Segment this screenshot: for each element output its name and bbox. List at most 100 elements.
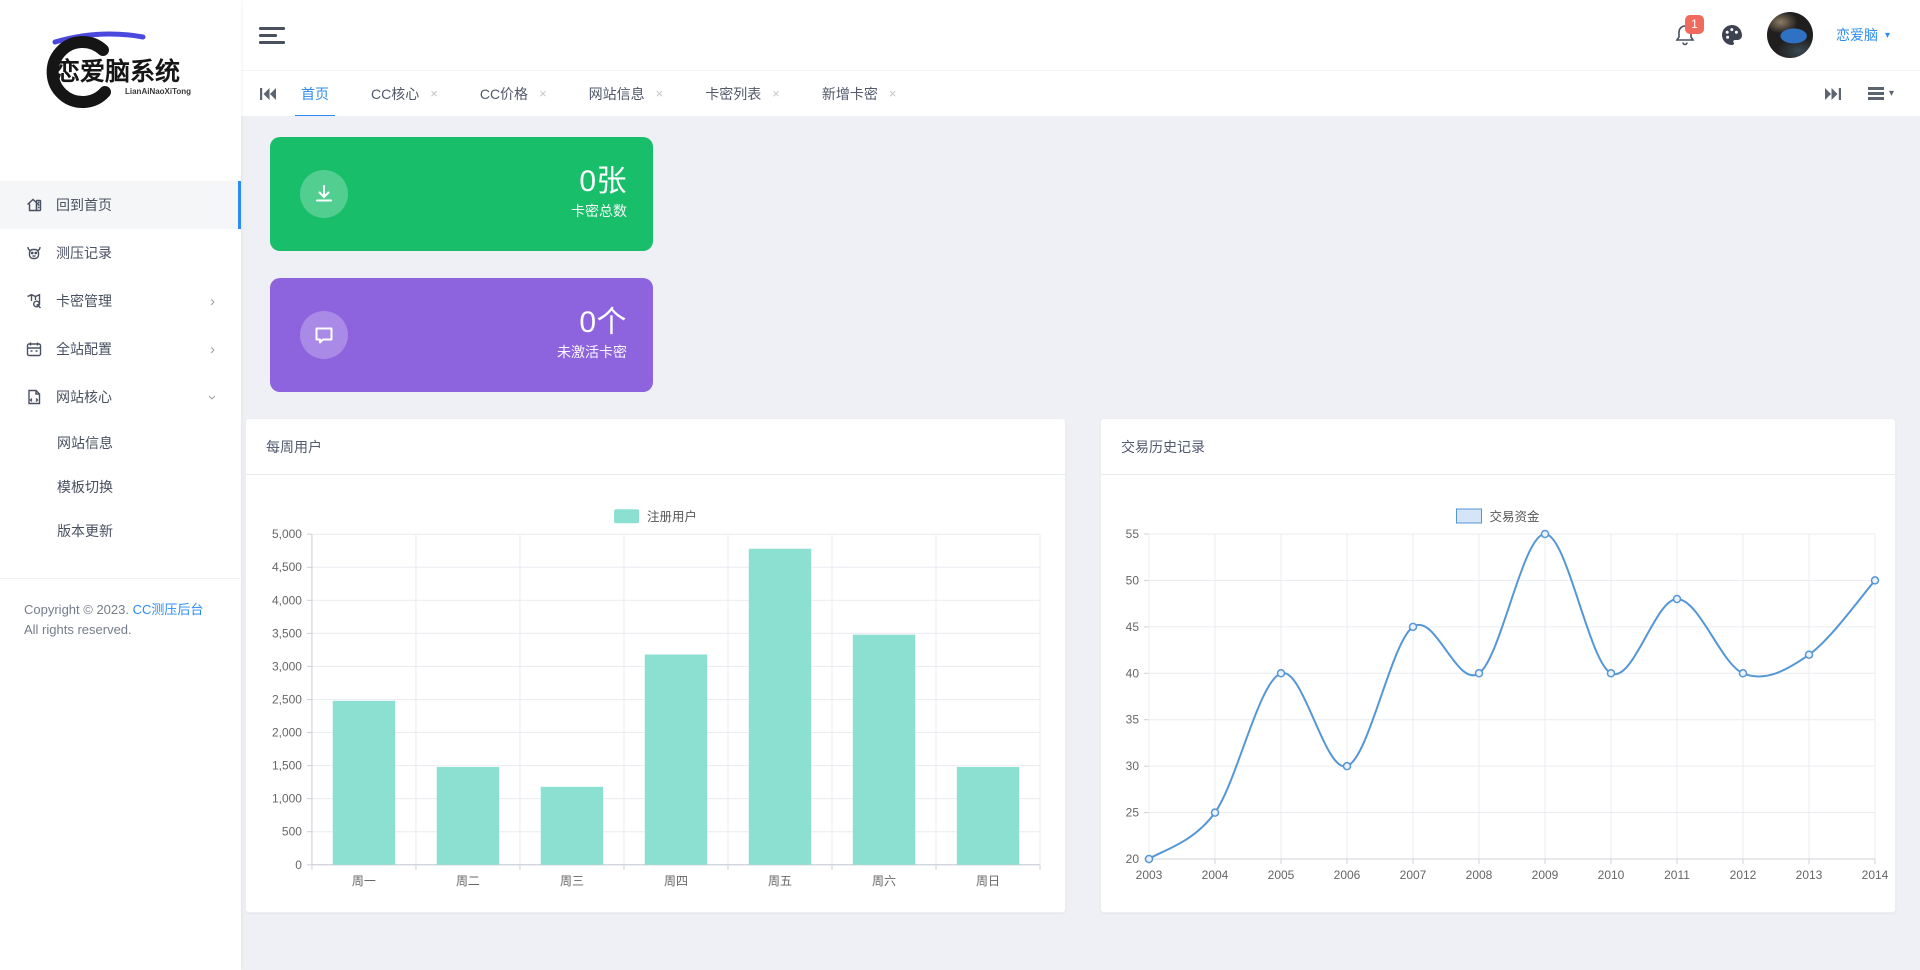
svg-text:2004: 2004 — [1202, 868, 1229, 882]
avatar[interactable] — [1766, 12, 1813, 58]
sidebar-item-pressure-records[interactable]: 测压记录 — [0, 229, 241, 277]
svg-text:周六: 周六 — [872, 874, 896, 888]
tab-scroll-end-button[interactable] — [1824, 86, 1842, 102]
app-logo: 恋爱脑系统 LianAiNaoXiTong — [0, 0, 241, 140]
tab-new-card[interactable]: 新增卡密 × — [816, 71, 903, 117]
svg-text:2006: 2006 — [1334, 868, 1361, 882]
stat-card-inactive-cards: 0个 未激活卡密 — [270, 278, 653, 392]
topbar: 1 恋爱脑 ▾ — [241, 0, 1920, 70]
skip-end-icon — [1824, 87, 1841, 100]
logo-swoosh — [52, 31, 145, 45]
sidebar-collapse-button[interactable] — [259, 23, 285, 48]
panel-title: 交易历史记录 — [1101, 419, 1895, 475]
chevron-down-icon: › — [204, 394, 221, 400]
notification-badge: 1 — [1684, 15, 1704, 34]
ox-record-icon — [25, 244, 43, 262]
svg-text:周五: 周五 — [768, 874, 792, 888]
sidebar-subitem-label: 模板切换 — [57, 479, 113, 495]
tab-site-info[interactable]: 网站信息 × — [583, 71, 670, 117]
main-area: 1 恋爱脑 ▾ 首页 CC核心 — [241, 0, 1920, 970]
sidebar-menu: 回到首页 测压记录 卡密管理 › 全站配置 › 网站核心 — [0, 181, 241, 579]
sidebar-subitem-label: 版本更新 — [57, 523, 113, 539]
calendar-config-icon — [25, 340, 43, 358]
username: 恋爱脑 — [1835, 27, 1878, 43]
document-icon — [25, 388, 43, 406]
tab-label: 网站信息 — [588, 85, 645, 102]
stat-value: 0张 — [579, 165, 627, 198]
copyright-prefix: Copyright © 2023. — [24, 602, 129, 617]
transaction-history-panel: 交易历史记录 20 25 30 35 40 45 50 55 2003 2004 2005 2006 2… — [1100, 418, 1896, 913]
transaction-history-chart: 20 25 30 35 40 45 50 55 2003 2004 2005 2006 2007 2008… — [1101, 475, 1895, 912]
chevron-right-icon: › — [210, 340, 215, 358]
sidebar-item-site-config[interactable]: 全站配置 › — [0, 325, 241, 373]
tab-cc-core[interactable]: CC核心 × — [365, 71, 444, 117]
download-icon — [300, 170, 348, 218]
svg-text:20: 20 — [1126, 852, 1140, 866]
sidebar-subitem-template-switch[interactable]: 模板切换 — [0, 465, 241, 509]
tab-label: CC核心 — [371, 85, 420, 102]
sidebar-subitem-site-info[interactable]: 网站信息 — [0, 421, 241, 465]
palette-icon — [1721, 25, 1742, 45]
svg-text:50: 50 — [1126, 573, 1140, 587]
copyright-suffix: All rights reserved. — [24, 622, 132, 637]
close-tab-icon[interactable]: × — [655, 86, 664, 101]
svg-text:2003: 2003 — [1136, 868, 1163, 882]
logo-c-mark — [46, 36, 111, 108]
notification-bell-button[interactable]: 1 — [1673, 15, 1704, 47]
copyright-link[interactable]: CC测压后台 — [132, 602, 204, 617]
close-tab-icon[interactable]: × — [539, 86, 547, 101]
svg-text:55: 55 — [1126, 527, 1140, 541]
sidebar-item-label: 卡密管理 — [56, 293, 112, 309]
caret-down-icon: ▾ — [1884, 29, 1890, 41]
svg-text:2013: 2013 — [1796, 868, 1823, 882]
copyright: Copyright © 2023. CC测压后台 All rights rese… — [0, 579, 241, 640]
tab-label: 卡密列表 — [705, 85, 762, 102]
svg-text:3,000: 3,000 — [272, 659, 302, 673]
sidebar-item-home[interactable]: 回到首页 — [0, 181, 241, 229]
svg-text:30: 30 — [1126, 759, 1140, 773]
svg-text:交易资金: 交易资金 — [1490, 509, 1541, 524]
svg-text:500: 500 — [282, 825, 302, 839]
sidebar-item-label: 测压记录 — [56, 245, 112, 261]
svg-text:周二: 周二 — [456, 874, 480, 888]
sidebar: 恋爱脑系统 LianAiNaoXiTong 回到首页 测压记录 卡密管理 › — [0, 0, 241, 970]
tabbar: 首页 CC核心 × CC价格 × 网站信息 × 卡密列表 × 新增卡密 × — [241, 70, 1920, 117]
stat-value: 0个 — [579, 306, 627, 339]
svg-text:4,500: 4,500 — [272, 560, 302, 574]
panel-title: 每周用户 — [246, 419, 1065, 475]
chevron-right-icon: › — [210, 292, 215, 310]
sidebar-subitem-version-update[interactable]: 版本更新 — [0, 509, 241, 553]
svg-text:3,500: 3,500 — [272, 626, 302, 640]
svg-text:2010: 2010 — [1598, 868, 1625, 882]
svg-text:注册用户: 注册用户 — [647, 509, 697, 524]
user-menu[interactable]: 恋爱脑 ▾ — [1836, 25, 1890, 45]
sidebar-item-card-key-management[interactable]: 卡密管理 › — [0, 277, 241, 325]
theme-palette-button[interactable] — [1720, 23, 1744, 47]
close-tab-icon[interactable]: × — [772, 86, 780, 101]
sidebar-item-label: 全站配置 — [56, 341, 112, 357]
svg-text:2005: 2005 — [1268, 868, 1295, 882]
tab-cc-price[interactable]: CC价格 × — [474, 71, 553, 117]
svg-text:周三: 周三 — [560, 874, 584, 888]
svg-text:周一: 周一 — [352, 874, 376, 888]
stat-label: 未激活卡密 — [557, 344, 627, 360]
close-tab-icon[interactable]: × — [430, 86, 438, 101]
tab-list: 首页 CC核心 × CC价格 × 网站信息 × 卡密列表 × 新增卡密 × — [295, 71, 902, 117]
svg-text:4,000: 4,000 — [272, 593, 302, 607]
tab-list-menu-button[interactable]: ▾ — [1867, 85, 1894, 103]
svg-text:45: 45 — [1126, 620, 1140, 634]
line-chart-svg: 20 25 30 35 40 45 50 55 2003 2004 2005 2006 2007 2008… — [1126, 508, 1889, 882]
weekly-users-chart: 0 500 1,000 1,500 2,000 2,500 3,000 3,500 4,000 4… — [246, 475, 1065, 912]
chat-icon — [300, 311, 348, 359]
tab-home[interactable]: 首页 — [295, 71, 335, 117]
caret-down-icon: ▾ — [1888, 88, 1894, 99]
svg-text:2012: 2012 — [1730, 868, 1757, 882]
svg-text:2008: 2008 — [1466, 868, 1493, 882]
sidebar-subitem-label: 网站信息 — [57, 435, 113, 451]
tab-scroll-start-button[interactable] — [259, 86, 277, 102]
stat-label: 卡密总数 — [571, 203, 627, 219]
sidebar-item-site-core[interactable]: 网站核心 › — [0, 373, 241, 421]
tab-card-list[interactable]: 卡密列表 × — [699, 71, 786, 117]
close-tab-icon[interactable]: × — [888, 86, 897, 101]
tab-label: 新增卡密 — [821, 85, 878, 102]
